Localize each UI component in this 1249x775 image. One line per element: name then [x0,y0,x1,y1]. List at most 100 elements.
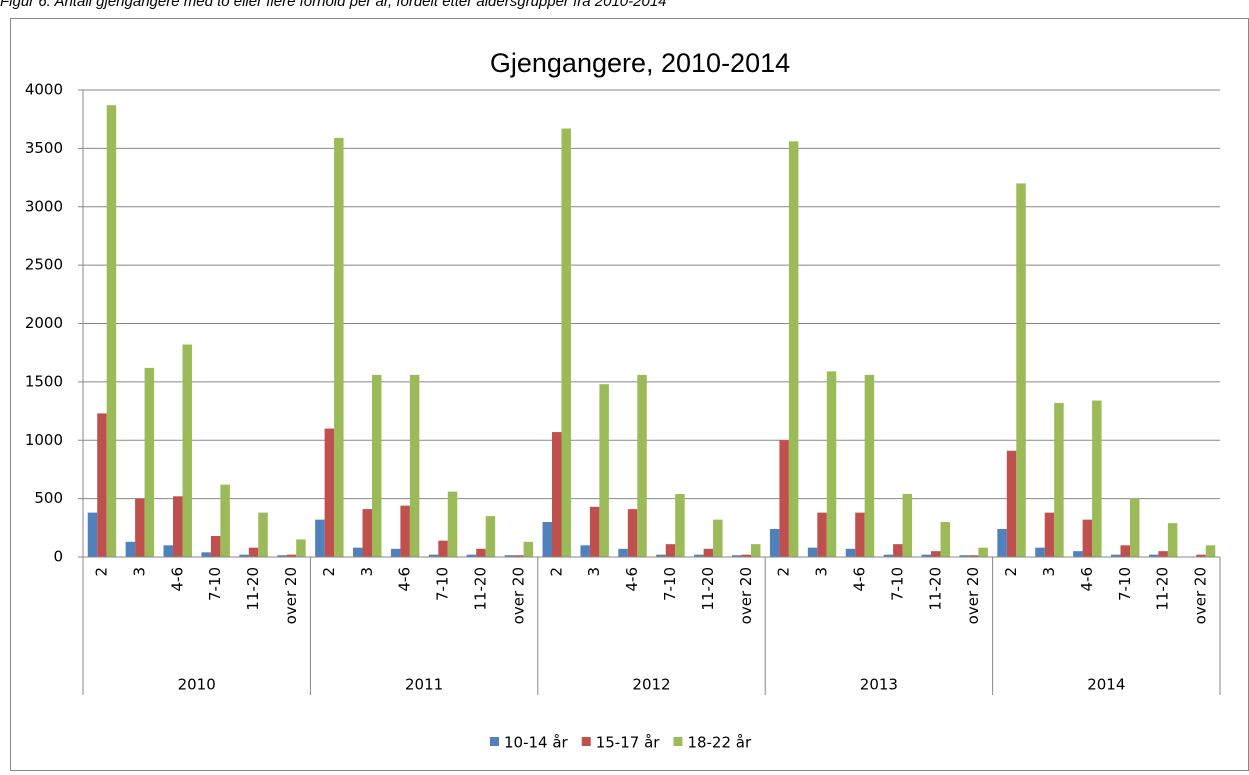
x-tick-label: 4-6 [168,567,186,592]
bar [1205,545,1216,557]
bar [855,512,865,557]
bar [864,374,875,557]
bar [883,554,894,557]
bar [580,545,590,557]
x-tick-label: 7-10 [434,567,452,601]
bar [741,554,751,557]
bar [362,509,372,557]
bar [286,554,297,557]
y-tick-label: 4000 [25,81,63,99]
x-tick-label: 11-20 [244,567,262,611]
bar [135,498,145,557]
bar [504,555,515,557]
bar [1196,554,1206,557]
bar [220,484,230,557]
legend-swatch [673,737,683,746]
bar [87,512,98,557]
x-tick-label: 4-6 [850,567,868,592]
x-tick-label: 7-10 [888,567,906,601]
bar [627,509,638,557]
bar [637,374,647,557]
bar [1092,400,1102,557]
legend-swatch [490,737,499,746]
bar [656,554,666,557]
x-tick-label: 4-6 [1078,567,1096,592]
x-tick-label: over 20 [1192,567,1210,624]
x-tick-label: 7-10 [661,567,679,601]
legend-label: 15-17 år [596,734,661,752]
x-tick-label: 7-10 [206,567,224,601]
bar [978,547,988,557]
chart-frame [10,18,1249,771]
bar [409,374,420,557]
bar [173,496,183,557]
bar [163,545,174,557]
bar [1158,551,1168,557]
x-tick-label: 7-10 [1116,567,1134,601]
bar [618,548,628,557]
caption: Figur 6: Antall gjengangere med to eller… [0,0,667,10]
bar [334,137,344,557]
bar [353,547,363,557]
bar [1082,519,1093,557]
bar [940,521,950,557]
x-tick-label: 2 [1002,567,1020,577]
bar [902,493,913,557]
bar [1120,545,1130,557]
bar [959,555,969,557]
y-tick-label: 2000 [25,314,63,332]
bar [106,105,117,558]
bar [665,544,676,557]
x-tick-label: over 20 [282,567,300,624]
bar [1044,512,1055,557]
bar [210,535,221,557]
x-tick-label: 4-6 [623,567,641,592]
bar [552,432,562,557]
bar [788,141,799,557]
bar [400,505,410,557]
y-tick-label: 0 [53,548,63,566]
bar [248,547,259,557]
bar [1148,554,1159,557]
bar [845,548,856,557]
group-label: 2014 [1087,676,1125,694]
x-tick-label: 3 [358,567,376,577]
y-tick-label: 500 [34,489,63,507]
bar [921,554,932,557]
bar [750,544,761,557]
bar [296,539,306,557]
bar [485,516,496,557]
bar [713,519,723,557]
y-tick-label: 3500 [25,139,63,157]
bar [968,555,979,557]
bar [97,413,107,557]
x-tick-label: 3 [585,567,603,577]
bar [1167,523,1178,557]
legend-label: 10-14 år [504,734,569,752]
bar [447,491,458,557]
bar [769,528,780,557]
bar [324,428,335,557]
y-tick-label: 1500 [25,372,63,390]
bar [476,548,486,557]
x-tick-label: 11-20 [471,567,489,611]
bar [514,555,524,557]
y-tick-label: 3000 [25,197,63,215]
bar [826,371,837,557]
bar [1111,554,1121,557]
bar [1129,498,1140,557]
x-tick-label: 11-20 [699,567,717,611]
bar [779,440,789,557]
bar [1054,402,1064,557]
x-tick-label: 2 [92,567,110,577]
x-tick-label: 2 [320,567,338,577]
bar [371,374,382,557]
chart-title: Gjengangere, 2010-2014 [490,48,790,78]
x-tick-label: 3 [1040,567,1058,577]
bar [390,548,401,557]
bar [542,521,553,557]
bar [807,547,818,557]
x-tick-label: 2 [775,567,793,577]
bar [893,544,903,557]
bar [466,554,477,557]
